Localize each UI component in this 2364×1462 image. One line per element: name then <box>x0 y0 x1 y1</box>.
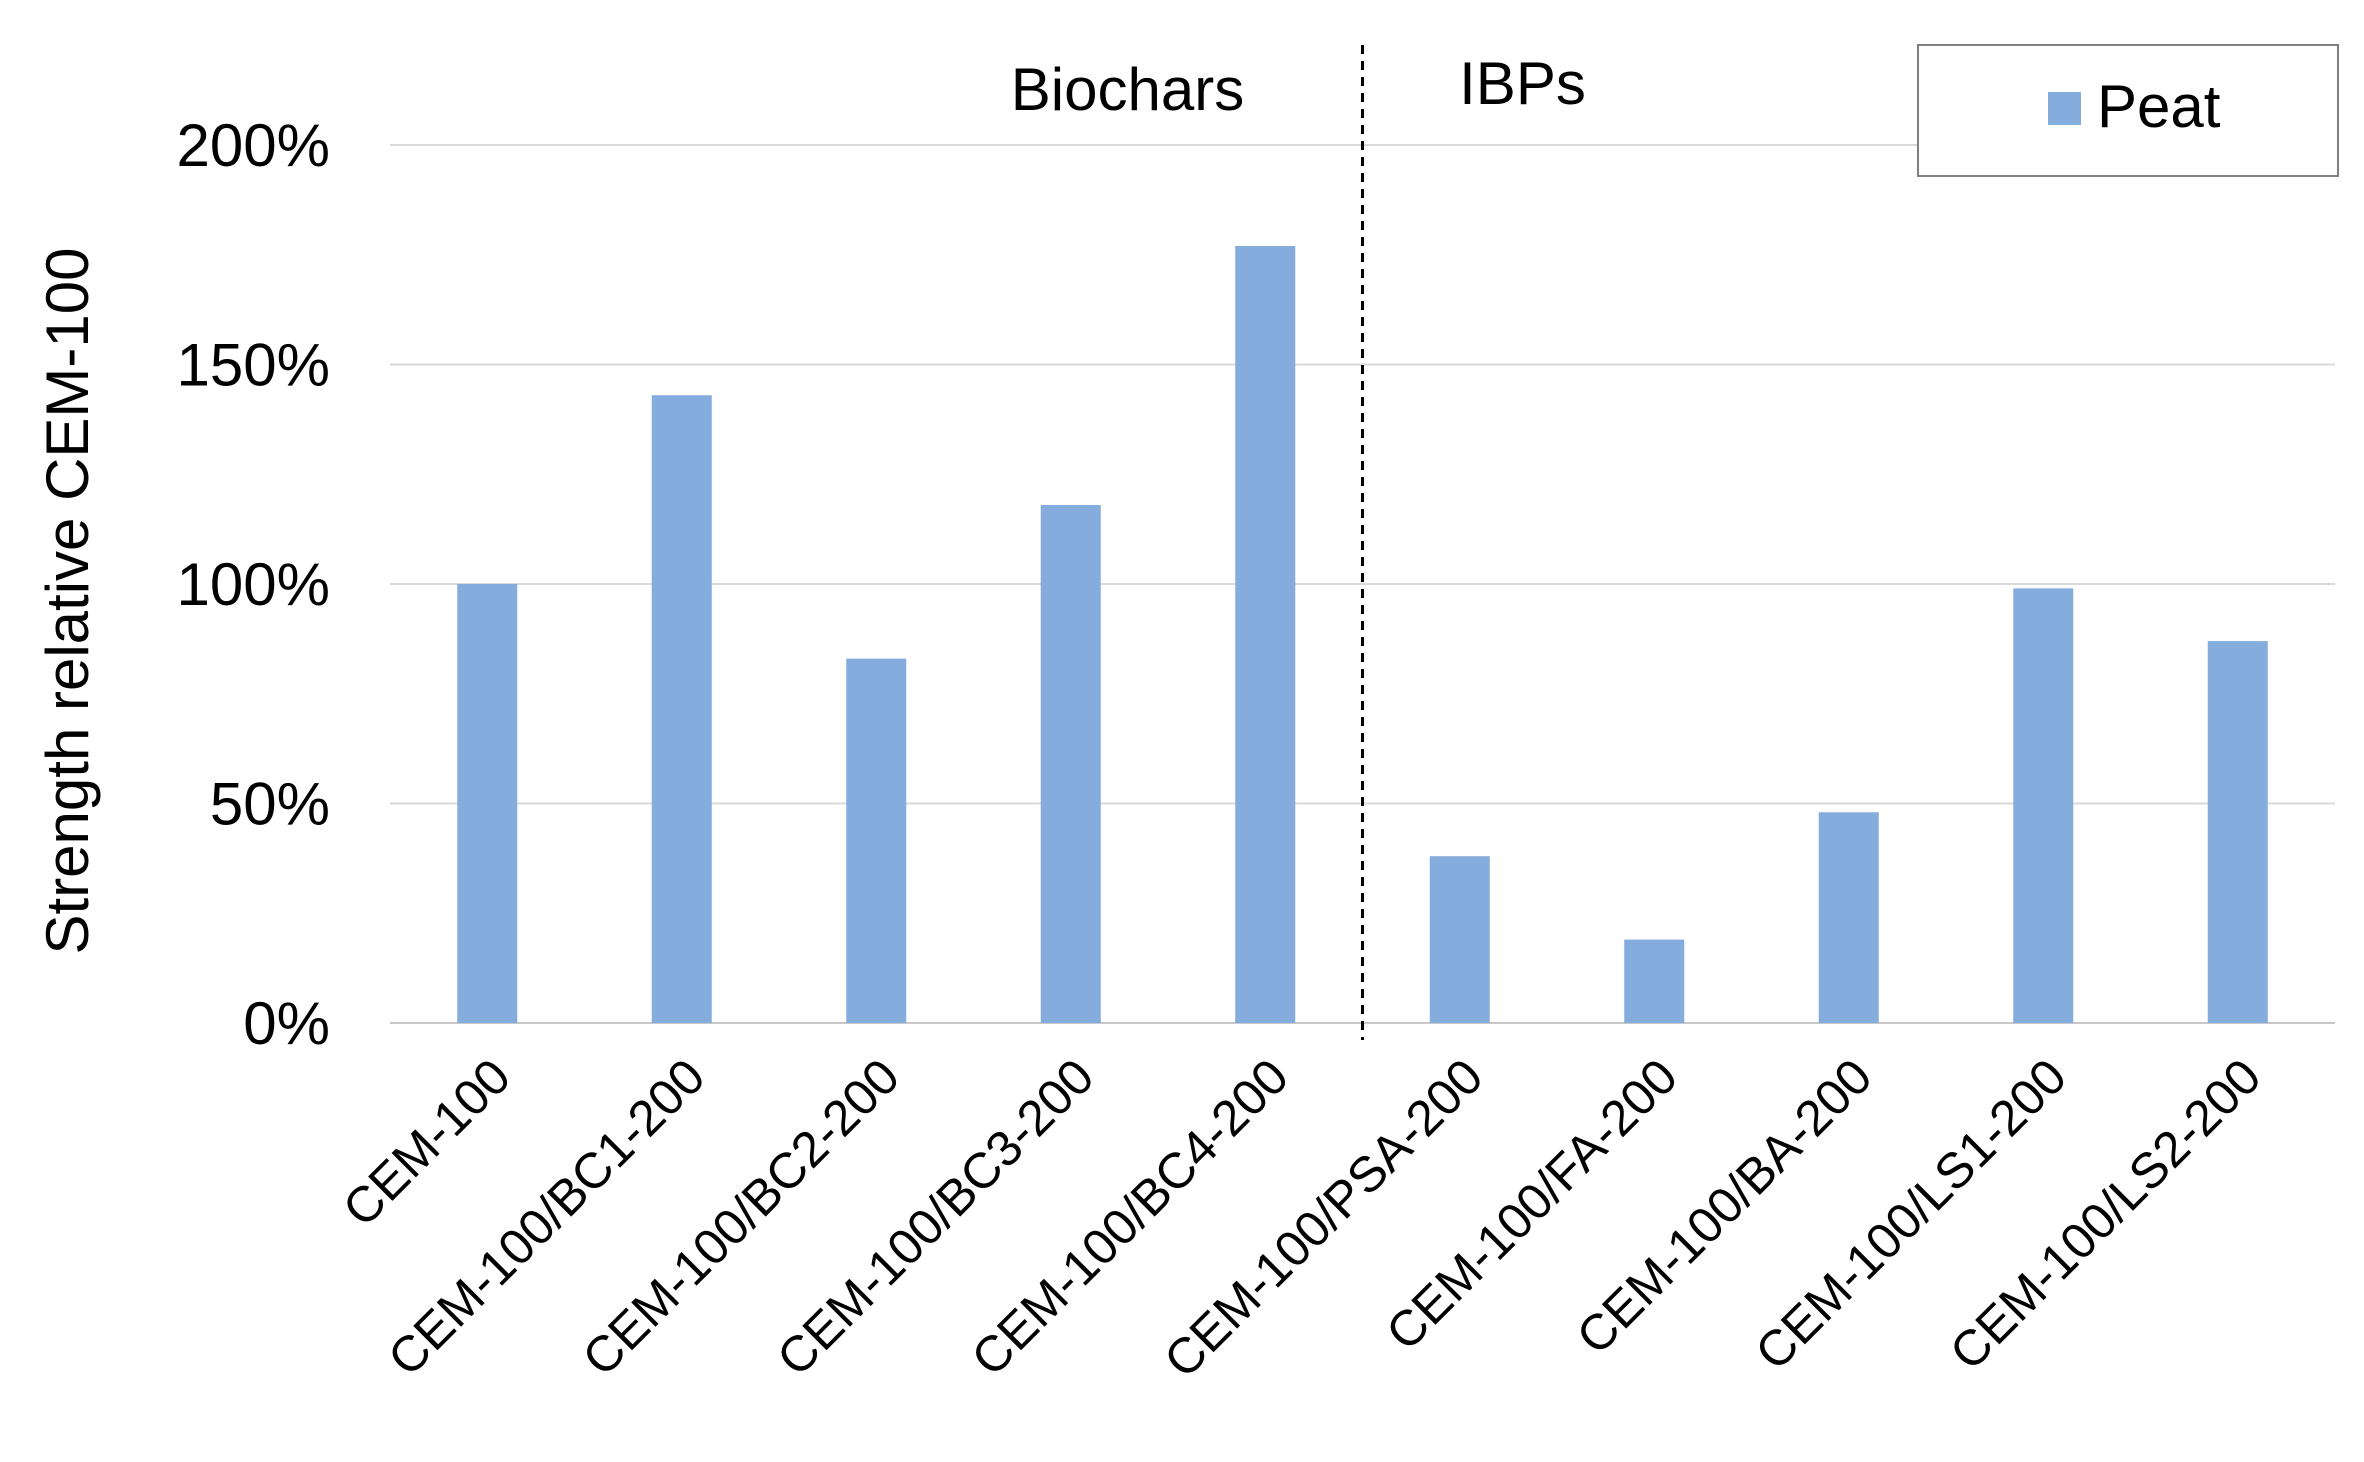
y-tick-label: 200% <box>177 112 330 179</box>
group-label-biochars: Biochars <box>1011 56 1244 123</box>
legend-box <box>1917 44 2339 177</box>
bar <box>2207 641 2268 1023</box>
x-tick-label: CEM-100/BC3-200 <box>766 1048 1104 1386</box>
x-tick-label: CEM-100/BC2-200 <box>572 1048 910 1386</box>
bar <box>1818 812 1879 1023</box>
bars <box>457 245 2268 1024</box>
x-tick-label: CEM-100/PSA-200 <box>1153 1048 1493 1388</box>
bar <box>651 395 712 1024</box>
x-tick-label: CEM-100/BC1-200 <box>377 1048 715 1386</box>
y-tick-label: 150% <box>177 332 330 399</box>
y-axis-ticks: 0% 50% 100% 150% 200% <box>177 112 330 1057</box>
bar <box>846 658 907 1023</box>
group-label-ibps: IBPs <box>1459 50 1586 117</box>
x-tick-label: CEM-100 <box>332 1048 521 1237</box>
bar <box>1040 504 1101 1024</box>
bar <box>2013 588 2074 1023</box>
legend: Peat <box>1917 44 2339 177</box>
bar <box>1429 856 1490 1023</box>
bar <box>1624 939 1685 1023</box>
legend-label-peat: Peat <box>2097 73 2221 140</box>
bar <box>457 584 518 1023</box>
x-tick-label: CEM-100/BC4-200 <box>961 1048 1299 1386</box>
x-axis-ticks: CEM-100CEM-100/BC1-200CEM-100/BC2-200CEM… <box>332 1048 2271 1388</box>
y-axis-label: Strength relative CEM-100 <box>34 248 101 955</box>
bar <box>1235 245 1296 1024</box>
legend-swatch-peat <box>2048 92 2081 125</box>
y-tick-label: 100% <box>177 551 330 618</box>
y-tick-label: 50% <box>210 771 330 838</box>
y-tick-label: 0% <box>243 990 330 1057</box>
